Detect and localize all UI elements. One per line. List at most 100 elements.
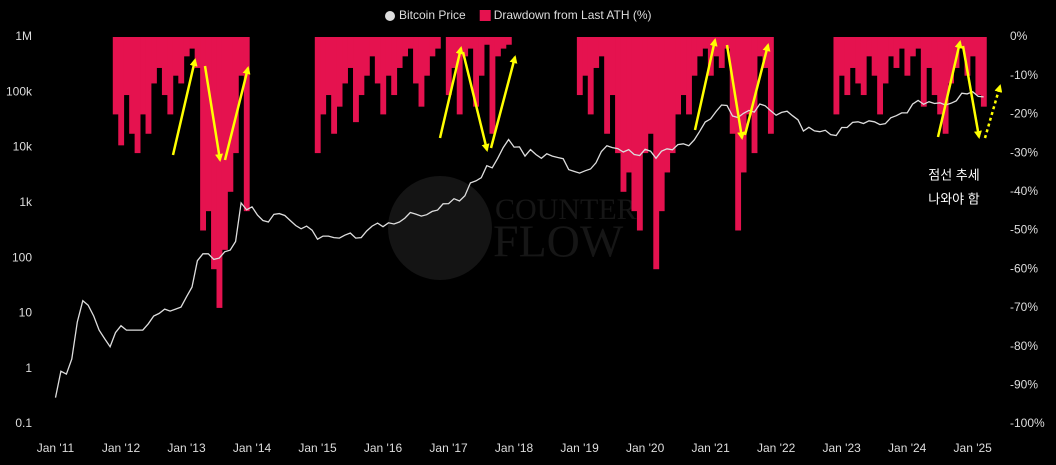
y2-tick-label: -50% (1010, 223, 1038, 237)
drawdown-bar (888, 37, 894, 57)
x-tick-label: Jan '11 (37, 441, 75, 455)
drawdown-bar (866, 37, 873, 57)
drawdown-bar (232, 37, 239, 154)
drawdown-bar (500, 37, 507, 49)
drawdown-bar (216, 37, 223, 308)
x-tick-label: Jan '20 (626, 441, 665, 455)
drawdown-bar (407, 37, 414, 49)
drawdown-bar (838, 37, 845, 76)
drawdown-bar (833, 37, 840, 115)
drawdown-bar (653, 37, 660, 270)
arrow (693, 38, 718, 131)
y-tick-label: 100k (6, 84, 33, 98)
drawdown-bar (151, 37, 157, 84)
plot-area: 1M 100k 10k 1k 100 10 1 0.1 0% -10% -20% -30% -40% -5… (6, 29, 1045, 455)
legend-label: Drawdown from Last ATH (%) (494, 8, 652, 22)
drawdown-bar (243, 37, 250, 212)
y-tick-label: 10k (13, 140, 33, 154)
drawdown-bar (353, 37, 359, 123)
x-tick-label: Jan '23 (823, 441, 862, 455)
y2-tick-label: -20% (1010, 107, 1038, 121)
arrow (461, 51, 490, 152)
annotation: 점선 추세 (928, 167, 979, 182)
drawdown-bar (898, 37, 905, 49)
x-tick-label: Jan '14 (233, 441, 272, 455)
arrow (936, 40, 963, 138)
drawdown-bar (948, 37, 954, 84)
drawdown-bar (909, 37, 916, 57)
drawdown-bar (325, 37, 332, 96)
drawdown-bar (620, 37, 627, 192)
legend-marker (479, 10, 491, 21)
drawdown-bar (576, 37, 583, 96)
drawdown-bar (374, 37, 381, 84)
drawdown-bar (893, 37, 900, 68)
arrow (203, 65, 224, 162)
drawdown-bar (183, 37, 190, 57)
drawdown-bar (926, 37, 933, 68)
drawdown-bar (238, 37, 245, 76)
legend: Bitcoin Price Drawdown from Last ATH (%) (385, 8, 652, 22)
arrow (489, 55, 518, 149)
drawdown-bar (211, 37, 217, 270)
drawdown-bar (473, 37, 479, 107)
drawdown-bar (658, 37, 665, 212)
drawdown-bar (423, 37, 430, 76)
x-tick-label: Jan '13 (167, 441, 206, 455)
drawdown-bar (380, 37, 387, 115)
drawdown-bar (129, 37, 136, 134)
y2-tick-label: -60% (1010, 261, 1038, 275)
drawdown-bar (145, 37, 152, 134)
drawdown-bar (200, 37, 207, 231)
drawdown-bar (587, 37, 594, 115)
drawdown-bar (331, 37, 338, 134)
drawdown-bar (740, 37, 747, 173)
y2-tick-label: -90% (1010, 377, 1038, 391)
drawdown-bar (626, 37, 632, 173)
price-line (54, 90, 984, 398)
drawdown-bar (396, 37, 403, 68)
drawdown-bar (342, 37, 348, 84)
drawdown-bar (418, 37, 425, 107)
drawdown-bar (598, 37, 605, 57)
legend-label: Bitcoin Price (399, 8, 466, 22)
watermark-logo (388, 176, 492, 280)
x-tick-label: Jan '18 (495, 441, 534, 455)
drawdown-bar (505, 37, 512, 45)
x-tick-label: Jan '21 (691, 441, 730, 455)
drawdown-bar (194, 37, 201, 68)
drawdown-bar (980, 37, 987, 107)
annotation-arrows (171, 38, 1003, 162)
drawdown-bar (221, 37, 228, 250)
drawdown-bar (615, 37, 621, 154)
x-tick-label: Jan '15 (298, 441, 337, 455)
annotation: 나와야 함 (928, 191, 979, 206)
drawdown-bar (631, 37, 638, 212)
drawdown-bar (871, 37, 878, 76)
drawdown-bar (920, 37, 927, 107)
drawdown-bar (582, 37, 589, 76)
arrow (961, 45, 982, 139)
arrow (743, 43, 771, 136)
drawdown-bar (942, 37, 949, 134)
drawdown-bar (134, 37, 141, 154)
x-tick-label: Jan '19 (560, 441, 599, 455)
drawdown-bar (724, 37, 731, 49)
drawdown-bar (478, 37, 485, 76)
drawdown-bar (178, 37, 185, 84)
drawdown-bar (882, 37, 889, 84)
y2-tick-label: -80% (1010, 339, 1038, 353)
drawdown-bar (429, 37, 436, 57)
drawdown-bar (696, 37, 703, 57)
drawdown-bar (609, 37, 616, 96)
y-tick-label: 1 (25, 361, 32, 375)
drawdown-bar (844, 37, 851, 96)
drawdown-bar (451, 37, 458, 68)
drawdown-bar (664, 37, 671, 173)
legend-marker (385, 11, 395, 21)
drawdown-bar (385, 37, 392, 76)
drawdown-bar (358, 37, 365, 96)
drawdown-bar (675, 37, 682, 115)
drawdown-bar (467, 37, 474, 49)
